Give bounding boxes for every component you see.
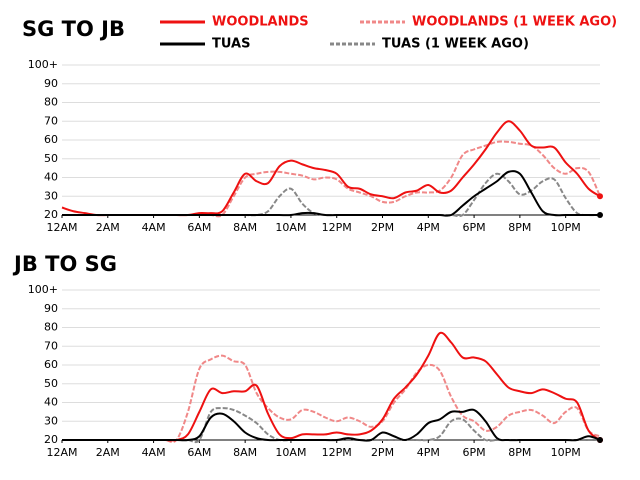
y-tick-label: 50 — [44, 152, 58, 165]
end-dot — [597, 437, 603, 443]
chart-title: SG TO JB — [22, 17, 125, 41]
legend-label: WOODLANDS (1 WEEK AGO) — [412, 15, 617, 30]
series-line — [62, 407, 600, 444]
x-tick-label: 10PM — [551, 446, 581, 459]
y-tick-label: 90 — [44, 77, 58, 90]
x-tick-label: 4AM — [142, 221, 166, 234]
x-tick-label: 8AM — [233, 221, 257, 234]
y-tick-label: 60 — [44, 133, 58, 146]
x-tick-label: 10AM — [275, 446, 306, 459]
legend-label: WOODLANDS — [212, 15, 309, 30]
end-dot — [597, 212, 603, 218]
legend-label: TUAS — [212, 37, 250, 52]
x-tick-label: 2PM — [371, 446, 394, 459]
x-tick-label: 4PM — [417, 446, 440, 459]
x-tick-label: 6AM — [187, 446, 211, 459]
x-tick-label: 2PM — [371, 221, 394, 234]
y-tick-label: 80 — [44, 96, 58, 109]
y-tick-label: 100+ — [28, 58, 58, 71]
x-tick-label: 10PM — [551, 221, 581, 234]
x-tick-label: 6PM — [463, 221, 486, 234]
x-tick-label: 12AM — [46, 446, 77, 459]
x-tick-label: 8PM — [508, 221, 531, 234]
y-tick-label: 30 — [44, 189, 58, 202]
series-line — [62, 331, 601, 442]
y-tick-label: 20 — [44, 208, 58, 221]
x-tick-label: 6AM — [187, 221, 211, 234]
series-line — [62, 172, 601, 218]
x-tick-label: 8PM — [508, 446, 531, 459]
x-tick-label: 2AM — [96, 446, 120, 459]
y-tick-label: 70 — [44, 339, 58, 352]
series-line — [62, 140, 601, 218]
x-tick-label: 6PM — [463, 446, 486, 459]
x-tick-label: 12PM — [322, 221, 352, 234]
y-tick-label: 100+ — [28, 283, 58, 296]
y-tick-label: 20 — [44, 433, 58, 446]
x-tick-label: 12PM — [322, 446, 352, 459]
series-line — [62, 354, 601, 444]
x-tick-label: 12AM — [46, 221, 77, 234]
chart-title: JB TO SG — [12, 252, 117, 276]
y-tick-label: 90 — [44, 302, 58, 315]
y-tick-label: 40 — [44, 396, 58, 409]
y-tick-label: 50 — [44, 377, 58, 390]
series-line — [61, 120, 601, 217]
series-line — [62, 408, 601, 442]
legend-label: TUAS (1 WEEK AGO) — [382, 37, 529, 52]
y-tick-label: 40 — [44, 171, 58, 184]
x-tick-label: 10AM — [275, 221, 306, 234]
y-tick-label: 70 — [44, 114, 58, 127]
end-dot — [597, 193, 603, 200]
x-tick-label: 4AM — [142, 446, 166, 459]
y-tick-label: 60 — [44, 358, 58, 371]
x-tick-label: 4PM — [417, 221, 440, 234]
x-tick-label: 2AM — [96, 221, 120, 234]
series-line — [62, 170, 600, 217]
y-tick-label: 30 — [44, 414, 58, 427]
y-tick-label: 80 — [44, 321, 58, 334]
x-tick-label: 8AM — [233, 446, 257, 459]
